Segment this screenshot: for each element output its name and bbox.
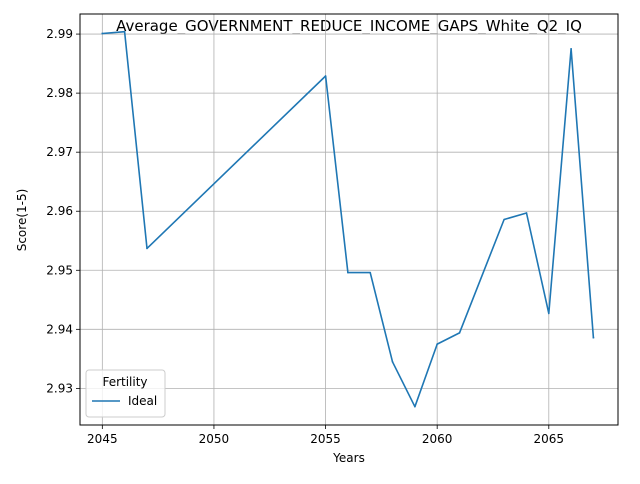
x-tick-label: 2065 xyxy=(534,432,565,446)
x-tick-label: 2055 xyxy=(310,432,341,446)
data-point xyxy=(391,361,394,363)
data-point xyxy=(369,271,372,274)
chart-title: Average_GOVERNMENT_REDUCE_INCOME_GAPS_Wh… xyxy=(116,17,582,36)
data-point xyxy=(592,336,595,339)
x-tick-label: 2050 xyxy=(199,432,230,446)
x-tick-label: 2060 xyxy=(422,432,453,446)
y-tick-label: 2.94 xyxy=(46,322,73,336)
legend-label-ideal: Ideal xyxy=(128,394,157,408)
x-axis-label: Years xyxy=(332,451,365,465)
data-point xyxy=(503,218,505,221)
data-point xyxy=(436,343,438,345)
axis-ticks: 2045 2050 2055 2060 2065 2.93 2.94 2.95 2.96 2.97… xyxy=(46,27,564,446)
data-point xyxy=(146,247,148,250)
y-tick-label: 2.98 xyxy=(46,86,73,100)
y-tick-label: 2.99 xyxy=(46,27,73,41)
y-tick-label: 2.95 xyxy=(46,263,73,277)
data-point xyxy=(525,212,528,214)
data-point xyxy=(101,32,104,35)
y-tick-label: 2.97 xyxy=(46,145,73,159)
y-axis-label: Score(1-5) xyxy=(15,189,29,252)
data-point xyxy=(458,332,461,334)
data-point xyxy=(324,75,327,77)
legend-box xyxy=(85,369,166,418)
data-point xyxy=(414,405,416,408)
data-point xyxy=(570,48,572,50)
plot-area-frame xyxy=(79,13,619,426)
data-point xyxy=(347,271,349,274)
x-tick-label: 2045 xyxy=(87,432,118,446)
data-point xyxy=(123,30,126,33)
legend-title: Fertility xyxy=(102,375,147,389)
data-point xyxy=(547,312,550,315)
legend: Fertility Ideal xyxy=(85,369,166,418)
y-tick-label: 2.93 xyxy=(46,381,73,395)
series-layer xyxy=(101,30,595,408)
y-tick-label: 2.96 xyxy=(46,204,73,218)
